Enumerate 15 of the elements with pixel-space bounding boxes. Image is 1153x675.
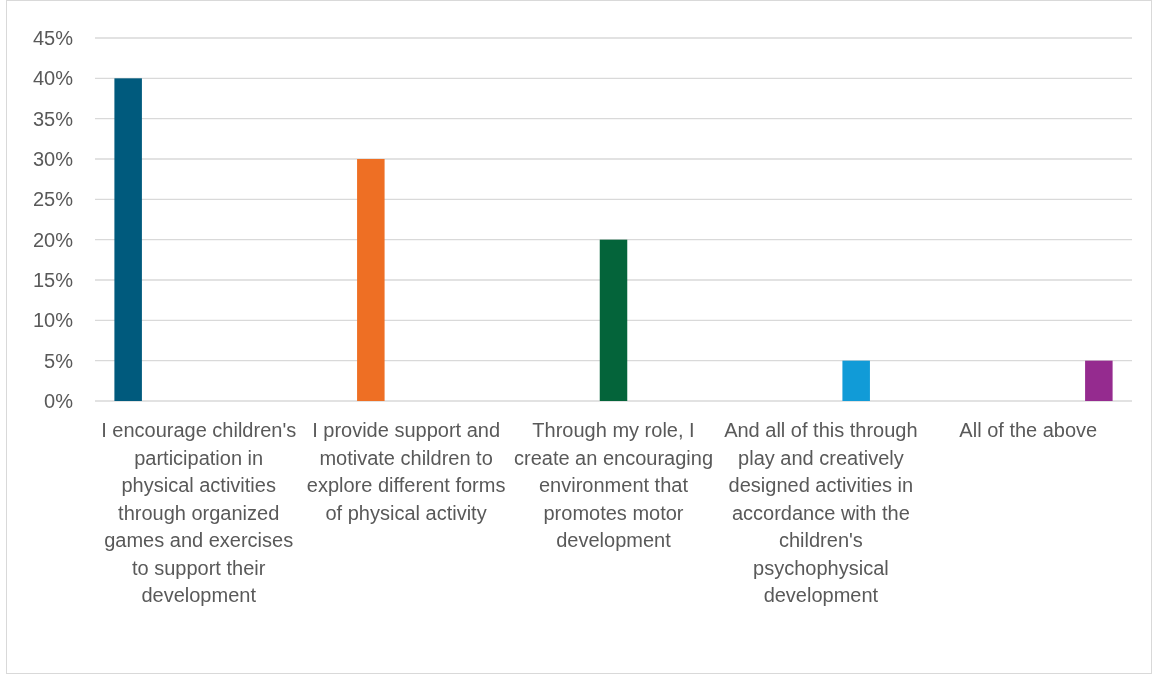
y-tick-label: 25% bbox=[32, 188, 74, 211]
y-tick-label: 45% bbox=[32, 27, 74, 49]
x-tick-label: All of the above bbox=[959, 419, 1098, 441]
y-tick-label: 10% bbox=[32, 309, 74, 332]
y-tick-label: 20% bbox=[32, 228, 74, 251]
x-tick-label: Through my role, I create an encouraging environment that promotes motor development bbox=[513, 419, 714, 551]
y-tick-label: 30% bbox=[32, 148, 74, 170]
y-tick-label: 15% bbox=[32, 269, 74, 291]
x-tick-label: I provide support and motivate children to explore different forms of physical activity bbox=[306, 419, 506, 524]
y-tick-label: 5% bbox=[44, 349, 74, 372]
x-tick-label: I encourage children's participation in physical activities through organized games and exercises to support their development bbox=[101, 419, 297, 606]
y-tick-label: 35% bbox=[32, 107, 74, 130]
y-tick-label: 40% bbox=[32, 67, 74, 90]
x-tick-label: And all of this through play and creatively designed activities in accordance with the children's psychophysical development bbox=[724, 419, 918, 606]
y-tick-label: 0% bbox=[44, 390, 74, 412]
